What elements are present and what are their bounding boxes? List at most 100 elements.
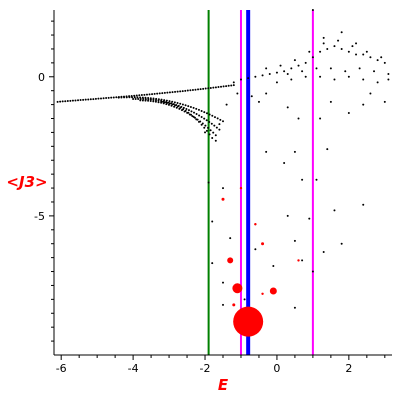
data-point: [216, 117, 219, 120]
data-point: [383, 100, 386, 103]
data-point: [329, 67, 332, 70]
data-point: [214, 139, 217, 142]
data-point: [333, 78, 336, 81]
data-point: [120, 96, 123, 99]
data-point: [351, 45, 354, 48]
data-point: [94, 97, 97, 100]
data-point: [193, 111, 196, 114]
data-point: [165, 99, 168, 102]
data-point: [322, 36, 325, 39]
data-point: [152, 98, 155, 101]
data-point: [174, 90, 177, 93]
data-point: [161, 92, 164, 95]
data-point: [387, 78, 390, 81]
data-point: [171, 91, 174, 94]
data-point: [265, 92, 268, 95]
data-point: [179, 106, 182, 109]
data-point: [210, 122, 213, 125]
data-point: [184, 104, 187, 107]
data-point: [369, 92, 372, 95]
data-point: [308, 217, 311, 220]
data-point: [268, 72, 271, 75]
data-point: [205, 129, 208, 132]
data-point: [143, 93, 146, 96]
data-point: [190, 113, 193, 116]
data-point: [261, 74, 264, 77]
data-point: [222, 303, 224, 306]
data-point: [117, 96, 120, 99]
data-point: [136, 96, 139, 99]
data-point: [207, 87, 210, 90]
data-point: [174, 104, 177, 107]
data-point: [265, 67, 268, 70]
data-point: [151, 93, 154, 96]
data-point: [141, 99, 144, 102]
highlight-point: [297, 259, 300, 262]
data-point: [189, 89, 192, 92]
data-point: [56, 100, 59, 103]
data-point: [204, 124, 207, 127]
data-point: [319, 50, 322, 53]
data-point: [205, 112, 208, 115]
data-point: [137, 97, 140, 100]
data-point: [208, 113, 211, 116]
data-point: [74, 99, 77, 102]
y-axis-label: <J3>: [6, 173, 47, 191]
data-point: [319, 117, 322, 120]
data-point: [279, 64, 282, 67]
data-point: [207, 181, 210, 184]
data-point: [290, 78, 293, 81]
data-point: [171, 103, 174, 106]
data-point: [132, 98, 135, 101]
points-layer: [56, 9, 390, 309]
data-point: [89, 98, 92, 101]
data-point: [301, 259, 304, 262]
data-point: [203, 126, 206, 129]
data-point: [222, 85, 225, 88]
data-point: [205, 119, 208, 122]
data-point: [184, 109, 187, 112]
data-point: [125, 96, 128, 99]
data-point: [176, 90, 179, 93]
data-point: [218, 128, 221, 131]
data-point: [100, 97, 103, 100]
data-point: [232, 81, 235, 84]
data-point: [107, 96, 110, 99]
data-point: [140, 94, 143, 97]
data-point: [204, 87, 207, 90]
data-point: [197, 108, 200, 111]
data-point: [326, 47, 329, 50]
data-point: [66, 100, 69, 103]
data-point: [293, 150, 296, 153]
highlight-points-layer: [221, 186, 300, 337]
data-point: [64, 100, 67, 103]
vertical-lines-layer: [207, 10, 314, 355]
data-point: [383, 61, 386, 64]
data-point: [311, 270, 314, 273]
data-point: [105, 97, 108, 100]
data-point: [311, 9, 314, 11]
data-point: [250, 95, 253, 98]
data-point: [115, 96, 118, 99]
data-point: [275, 81, 278, 84]
data-point: [176, 101, 179, 104]
data-point: [347, 50, 350, 53]
x-tick-label: -2: [200, 362, 211, 375]
data-point: [347, 111, 350, 114]
data-point: [112, 96, 115, 99]
x-tick-label: -6: [56, 362, 67, 375]
data-point: [213, 124, 216, 127]
data-point: [225, 103, 228, 106]
data-point: [179, 90, 182, 93]
data-point: [301, 70, 304, 73]
data-point: [265, 150, 268, 153]
data-point: [192, 106, 195, 109]
data-point: [184, 89, 187, 92]
data-point: [77, 99, 80, 102]
highlight-point: [239, 186, 243, 190]
data-point: [202, 87, 205, 90]
data-point: [254, 248, 257, 251]
data-point: [358, 67, 361, 70]
data-point: [369, 56, 372, 59]
